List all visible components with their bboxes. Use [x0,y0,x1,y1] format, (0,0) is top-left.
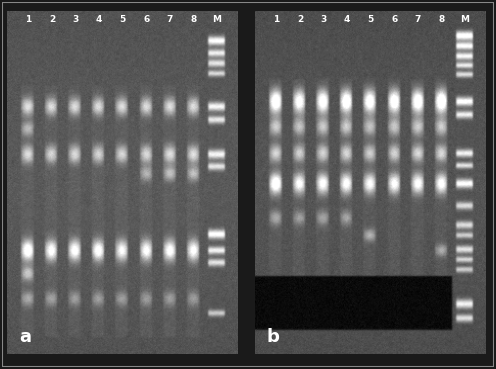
Text: 7: 7 [167,15,173,24]
Text: 7: 7 [415,15,421,24]
Text: 4: 4 [344,15,350,24]
Text: M: M [461,15,470,24]
Text: 3: 3 [72,15,79,24]
Text: 1: 1 [25,15,32,24]
Text: M: M [213,15,222,24]
Text: 8: 8 [438,15,444,24]
Text: 6: 6 [391,15,397,24]
Text: 2: 2 [49,15,55,24]
Text: 2: 2 [297,15,303,24]
Text: 3: 3 [320,15,327,24]
Text: 1: 1 [273,15,280,24]
Text: 8: 8 [190,15,196,24]
Text: b: b [267,328,280,346]
Text: 6: 6 [143,15,149,24]
Text: 5: 5 [368,15,374,24]
Text: a: a [19,328,31,346]
Text: 4: 4 [96,15,102,24]
Text: 5: 5 [120,15,126,24]
